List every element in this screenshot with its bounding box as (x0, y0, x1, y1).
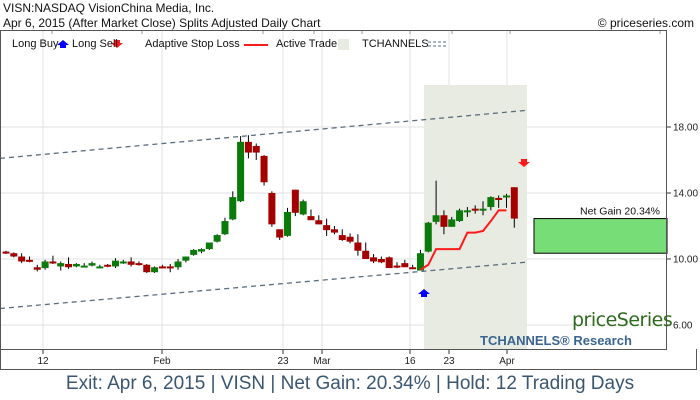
svg-text:18.00: 18.00 (673, 123, 698, 134)
price-chart: Net Gain 20.34% 6.00 10.00 14.00 18.00 12 Fe… (0, 30, 698, 367)
legend-icons (51, 31, 661, 50)
svg-text:12: 12 (37, 356, 49, 367)
svg-text:23: 23 (443, 356, 455, 367)
svg-text:6.00: 6.00 (673, 321, 693, 332)
svg-text:Apr: Apr (499, 356, 515, 367)
trade-summary-footer: Exit: Apr 6, 2015 | VISN | Net Gain: 20.… (65, 373, 635, 394)
net-gain-box (533, 218, 668, 254)
brand-logo: priceSeries (572, 309, 673, 331)
svg-text:Feb: Feb (153, 356, 171, 367)
signal-arrows (418, 159, 530, 297)
svg-text:10.00: 10.00 (673, 255, 698, 266)
x-axis-frame (0, 349, 697, 370)
legend-long-sell: Long Sell (72, 38, 118, 50)
legend-active-trade: Active Trade (276, 38, 338, 50)
tchannels-lines (0, 109, 526, 310)
plot-frame (0, 30, 667, 350)
legend-adaptive-stop: Adaptive Stop Loss (145, 38, 240, 50)
svg-text:14.00: 14.00 (673, 189, 698, 200)
gridlines (0, 30, 667, 350)
brand-subtitle: TCHANNELS® Research (480, 333, 632, 348)
svg-text:23: 23 (277, 356, 289, 367)
chart-subtitle: Apr 6, 2015 (After Market Close) Splits … (3, 16, 321, 30)
y-axis: 6.00 10.00 14.00 18.00 (667, 123, 698, 332)
x-axis: 12 Feb 23 Mar 16 23 Apr (37, 350, 515, 367)
candlesticks (2, 135, 518, 274)
legend-long-buy: Long Buy (12, 38, 59, 50)
chart-title: VISN:NASDAQ VisionChina Media, Inc. (3, 1, 215, 15)
svg-text:Mar: Mar (313, 356, 331, 367)
svg-text:16: 16 (404, 356, 416, 367)
net-gain-label: Net Gain 20.34% (580, 206, 660, 218)
legend-tchannels: TCHANNELS (362, 38, 429, 50)
copyright-link[interactable]: © priceseries.com (597, 16, 694, 30)
adaptive-stop-loss-line (419, 209, 507, 271)
